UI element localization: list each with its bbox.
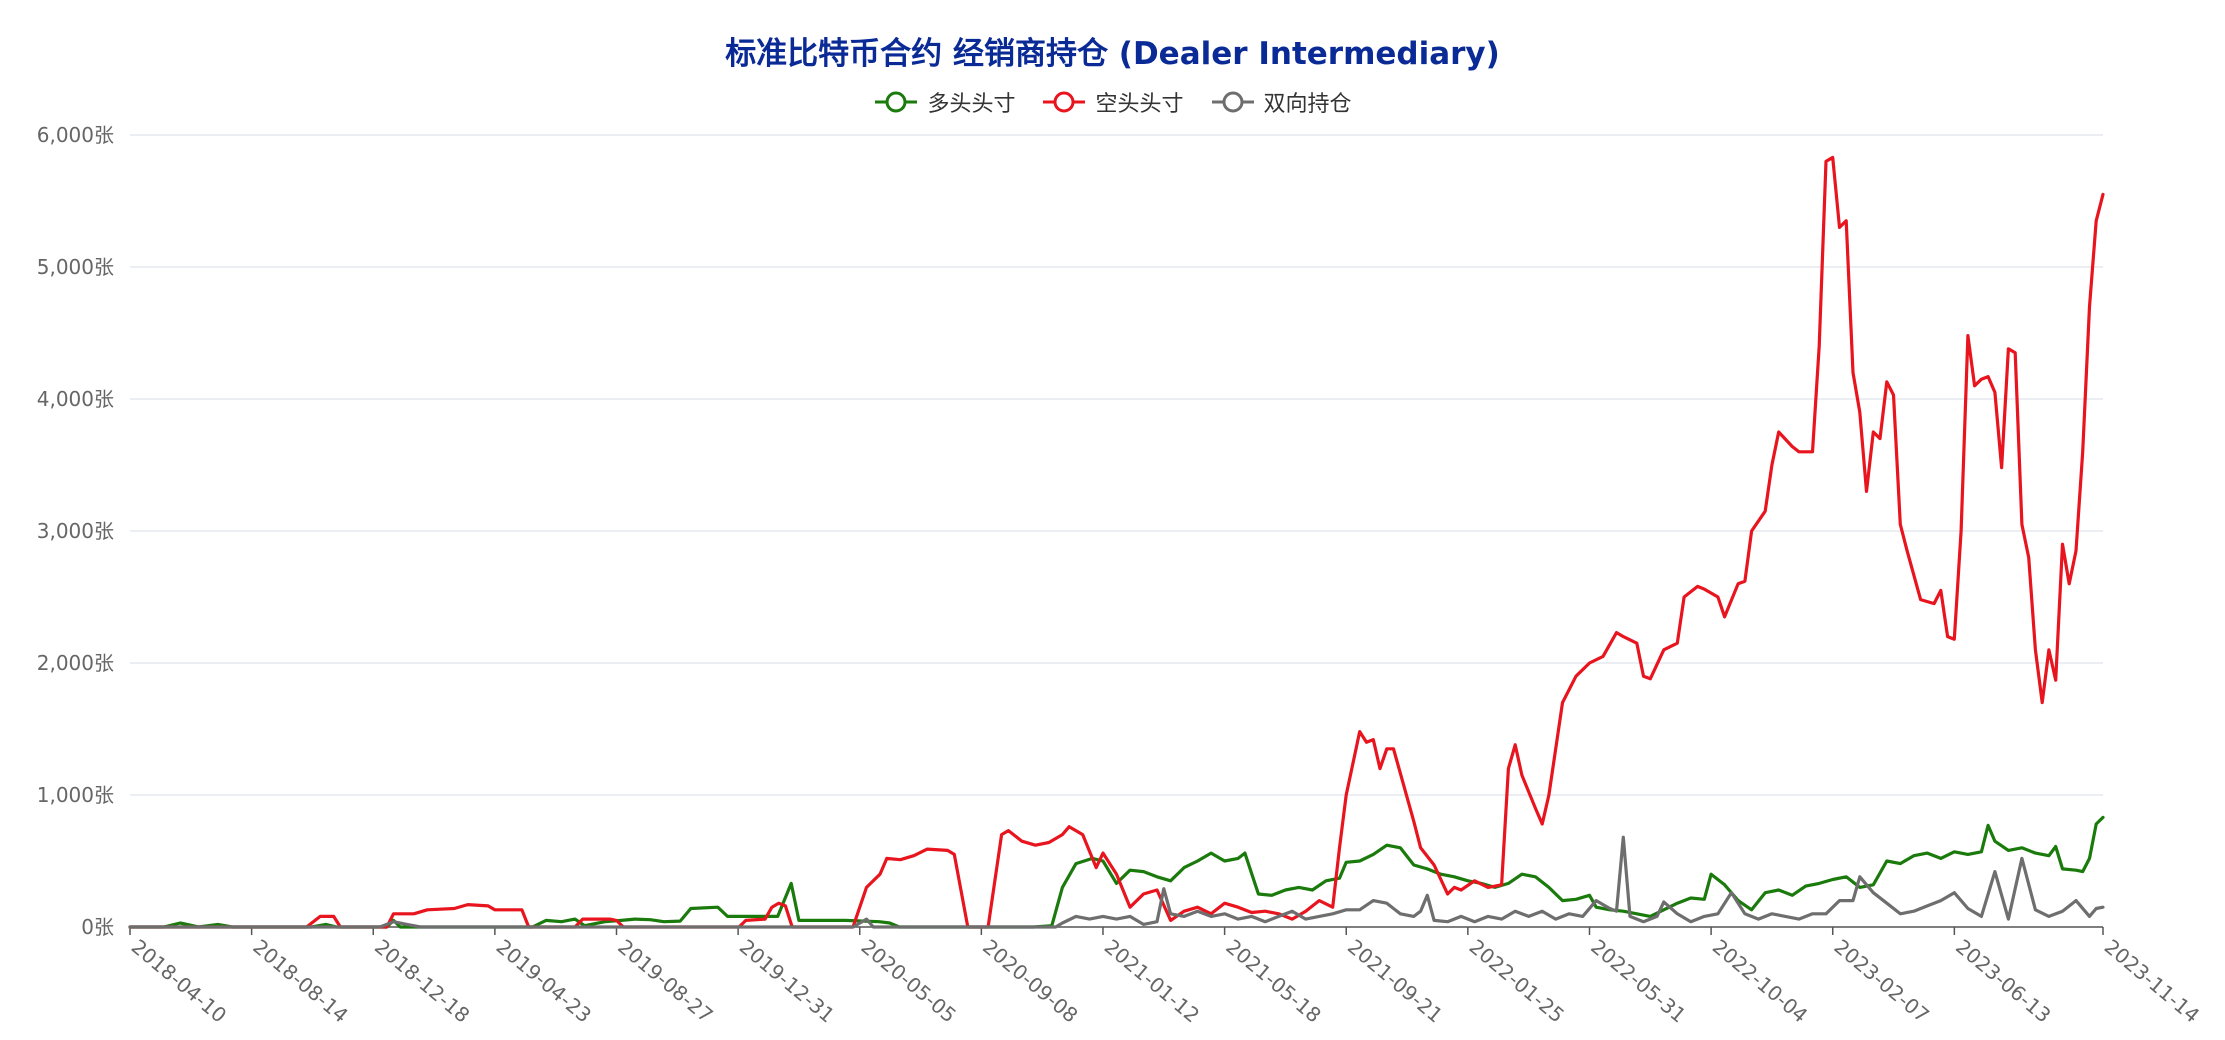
x-tick-label: 2022-01-25 [1465, 934, 1569, 1027]
legend-marker-icon [875, 91, 918, 113]
x-tick-label: 2020-05-05 [857, 934, 961, 1027]
legend-marker-icon [1211, 91, 1254, 113]
legend-label: 双向持仓 [1263, 92, 1352, 117]
legend-label: 空头头寸 [1095, 92, 1184, 117]
y-tick-label: 4,000张 [37, 387, 114, 411]
x-tick-label: 2019-08-27 [613, 934, 717, 1027]
series-line-1 [128, 155, 2105, 929]
y-tick-label: 2,000张 [37, 651, 114, 675]
series-line-0 [128, 815, 2105, 929]
y-tick-label: 3,000张 [37, 519, 114, 543]
x-tick-label: 2023-06-13 [1951, 934, 2055, 1027]
x-tick-label: 2021-05-18 [1221, 934, 1325, 1027]
x-tick-label: 2022-10-04 [1708, 934, 1812, 1027]
series-line-2 [128, 835, 2105, 929]
x-tick-label: 2023-11-14 [2100, 934, 2204, 1027]
y-tick-label: 1,000张 [37, 783, 114, 807]
x-tick-label: 2019-04-23 [492, 934, 596, 1027]
legend: 多头头寸 空头头寸 双向持仓 [0, 86, 2225, 118]
x-tick-label: 2020-09-08 [978, 934, 1082, 1027]
chart-title: 标准比特币合约 经销商持仓 (Dealer Intermediary) [725, 36, 1500, 72]
x-tick-label: 2022-05-31 [1586, 934, 1690, 1027]
x-tick-label: 2018-04-10 [127, 934, 231, 1027]
legend-marker-icon [1043, 91, 1086, 113]
x-tick-label: 2018-12-18 [370, 934, 474, 1027]
x-tick-label: 2023-02-07 [1830, 934, 1934, 1027]
x-tick-label: 2021-01-12 [1100, 934, 1204, 1027]
y-tick-label: 0张 [81, 915, 114, 939]
x-tick-label: 2021-09-21 [1343, 934, 1447, 1027]
legend-item-0[interactable]: 多头头寸 [873, 86, 1015, 118]
x-tick-label: 2019-12-31 [735, 934, 839, 1027]
legend-label: 多头头寸 [927, 92, 1016, 117]
x-tick-label: 2018-08-14 [248, 934, 352, 1027]
legend-item-1[interactable]: 空头头寸 [1041, 86, 1184, 118]
y-tick-label: 6,000张 [37, 123, 114, 147]
y-tick-label: 5,000张 [37, 255, 114, 279]
legend-item-2[interactable]: 双向持仓 [1210, 86, 1352, 118]
